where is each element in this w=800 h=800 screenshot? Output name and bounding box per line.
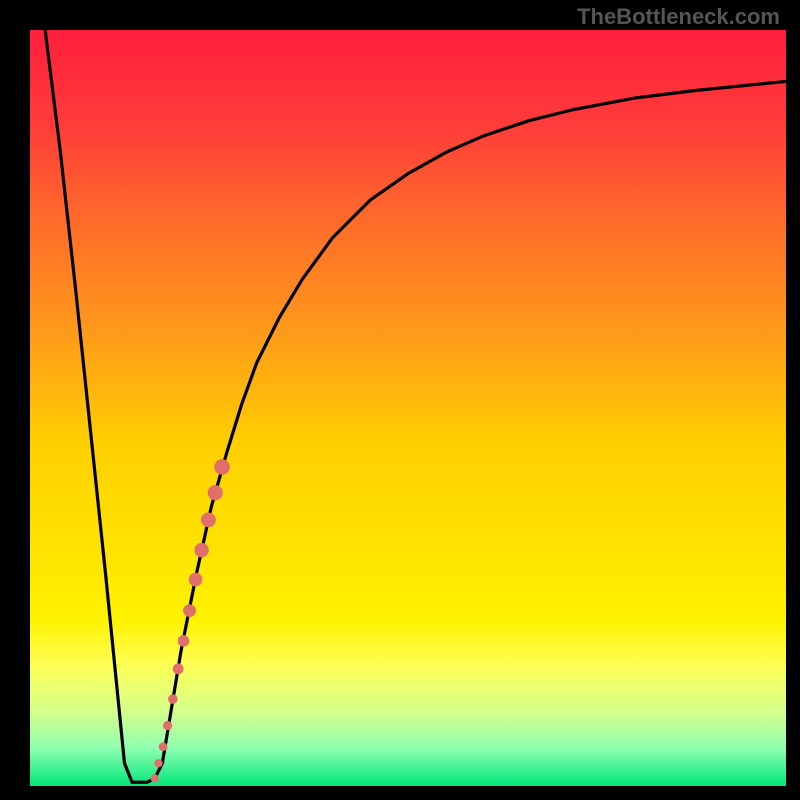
data-marker (214, 459, 230, 475)
chart-svg (30, 30, 786, 786)
data-marker (173, 663, 184, 674)
data-marker (159, 742, 168, 751)
data-marker (178, 635, 190, 647)
data-marker (189, 573, 203, 587)
data-marker (194, 543, 208, 557)
data-marker (151, 774, 159, 782)
data-marker (183, 604, 196, 617)
data-marker (154, 759, 162, 767)
plot-area (30, 30, 786, 786)
data-marker (163, 721, 172, 730)
data-marker (208, 485, 223, 500)
data-marker (201, 512, 216, 527)
data-marker (168, 694, 178, 704)
watermark-text: TheBottleneck.com (577, 4, 780, 30)
chart-container: TheBottleneck.com (0, 0, 800, 800)
gradient-background (30, 30, 786, 786)
